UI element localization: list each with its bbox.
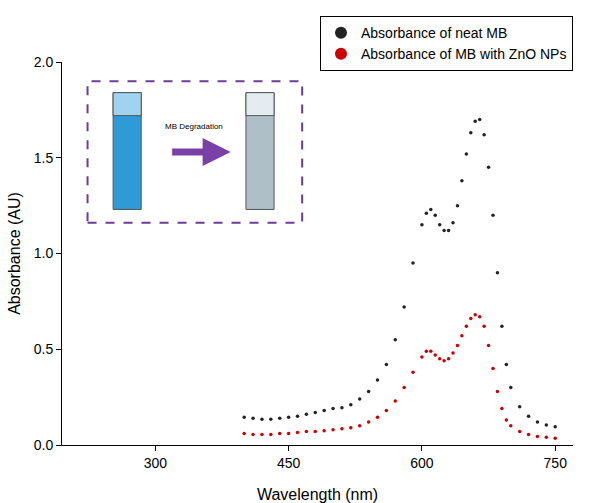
svg-text:0.5: 0.5 [34, 341, 54, 357]
svg-text:0.0: 0.0 [34, 437, 54, 453]
svg-text:450: 450 [277, 455, 301, 471]
svg-text:MB Degradation: MB Degradation [165, 122, 223, 131]
svg-text:300: 300 [144, 455, 168, 471]
svg-text:Absorbance of neat MB: Absorbance of neat MB [361, 25, 507, 41]
svg-text:Absorbance of MB with ZnO NPs: Absorbance of MB with ZnO NPs [361, 46, 566, 62]
svg-text:Absorbance (AU): Absorbance (AU) [6, 192, 23, 315]
svg-text:1.0: 1.0 [34, 245, 54, 261]
svg-text:1.5: 1.5 [34, 150, 54, 166]
svg-text:600: 600 [410, 455, 434, 471]
svg-text:750: 750 [544, 455, 568, 471]
svg-text:Wavelength (nm): Wavelength (nm) [257, 486, 378, 503]
svg-text:2.0: 2.0 [34, 54, 54, 70]
